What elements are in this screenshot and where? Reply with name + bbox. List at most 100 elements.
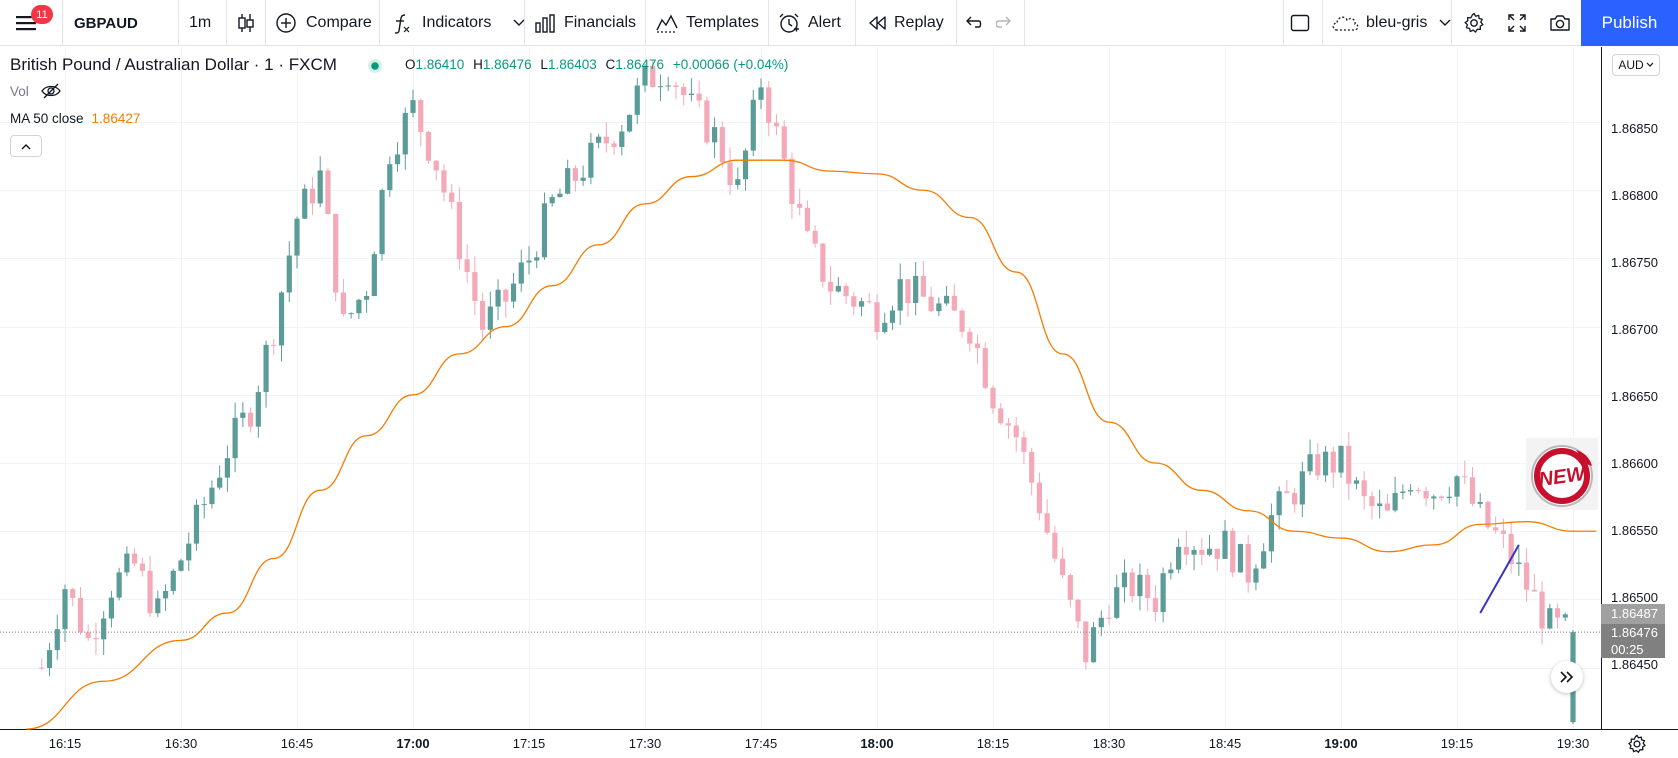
candle-body: [882, 322, 888, 333]
candle-body: [858, 301, 865, 307]
candle-body: [619, 131, 625, 147]
candle-body: [132, 553, 138, 564]
market-open-dot-icon: [368, 59, 382, 73]
symbol-title[interactable]: British Pound / Australian Dollar · 1 · …: [10, 55, 337, 74]
snapshot-button[interactable]: [1548, 0, 1572, 46]
settings-button[interactable]: [1463, 0, 1485, 46]
candle-body: [255, 392, 261, 427]
x-tick: 18:45: [1208, 736, 1242, 751]
ma-legend[interactable]: MA 50 close 1.86427: [10, 111, 140, 126]
fullscreen-layout-button[interactable]: [1289, 0, 1311, 46]
x-tick: 19:30: [1556, 736, 1590, 751]
candle-body: [1013, 425, 1019, 438]
candle-body: [487, 306, 493, 330]
candle-body: [1214, 548, 1220, 559]
candle-body: [905, 279, 911, 303]
candle-body: [495, 289, 501, 307]
candle-body: [897, 279, 903, 311]
candle-body: [325, 170, 331, 214]
candle-body: [1183, 546, 1189, 555]
candle-body: [379, 190, 385, 255]
candle-body: [1516, 562, 1522, 565]
candle-body: [1005, 423, 1012, 426]
candle-body: [1547, 608, 1553, 629]
candle-body: [39, 667, 45, 669]
candle-body: [696, 93, 702, 101]
candle-body: [650, 65, 656, 88]
change-value: +0.00066 (+0.04%): [672, 57, 789, 72]
redo-button[interactable]: [994, 0, 1014, 46]
candle-body: [1067, 575, 1073, 600]
candle-body: [1137, 574, 1143, 597]
new-sticker: NEW: [1526, 438, 1598, 510]
candle-body: [611, 143, 617, 147]
low-value: 1.86403: [547, 57, 597, 72]
volume-legend[interactable]: Vol: [10, 83, 61, 99]
eye-hidden-icon[interactable]: [40, 82, 62, 100]
axis-settings-gear-icon[interactable]: [1627, 734, 1647, 754]
candle-body: [1036, 482, 1042, 514]
chevron-down-icon[interactable]: [513, 19, 525, 27]
redo-icon: [995, 16, 1011, 28]
collapse-legend-button[interactable]: [10, 135, 42, 157]
chart-grid: [0, 47, 1601, 729]
scroll-to-realtime-button[interactable]: [1551, 661, 1583, 693]
candle-body: [944, 295, 950, 304]
chevron-down-icon: [1439, 19, 1451, 26]
candle-body: [1121, 572, 1128, 588]
chart-type-button[interactable]: [235, 0, 257, 46]
undo-button[interactable]: [963, 0, 983, 46]
candle-body: [464, 259, 470, 273]
candle-body: [387, 164, 393, 191]
fullscreen-button[interactable]: [1506, 0, 1528, 46]
candle-body: [1160, 573, 1166, 613]
double-chevron-right-icon: [1560, 671, 1574, 683]
candle-body: [232, 417, 238, 459]
candle-body: [364, 296, 370, 300]
candle-body: [294, 218, 300, 256]
candle-body: [1353, 480, 1360, 484]
currency-select[interactable]: AUD: [1612, 54, 1660, 76]
y-tick: 1.86600: [1611, 456, 1658, 471]
candle-body: [101, 618, 107, 640]
templates-button[interactable]: Templates: [655, 0, 759, 46]
candle-body: [348, 313, 354, 315]
alert-button[interactable]: Alert: [778, 0, 841, 46]
candle-body: [781, 126, 787, 159]
ma-price-label: 1.86487: [1601, 604, 1665, 624]
candle-body: [1075, 599, 1081, 622]
notification-badge: 11: [31, 5, 53, 24]
menu-button[interactable]: [14, 0, 44, 46]
symbol-search[interactable]: GBPAUD: [74, 14, 138, 32]
candle-body: [1237, 544, 1244, 573]
candle-body: [186, 543, 192, 561]
layout-menu[interactable]: bleu-gris: [1330, 0, 1451, 46]
replay-button[interactable]: Replay: [866, 0, 944, 46]
candle-body: [371, 254, 377, 297]
candle-body: [1500, 530, 1506, 534]
publish-button[interactable]: Publish: [1581, 0, 1678, 46]
financials-button[interactable]: Financials: [534, 0, 636, 46]
low-key: L: [540, 57, 548, 72]
y-tick: 1.86500: [1611, 590, 1658, 605]
candle-body: [263, 344, 269, 393]
y-tick: 1.86700: [1611, 322, 1658, 337]
hamburger-menu-icon: [16, 16, 36, 31]
candle-body: [1052, 532, 1058, 559]
candle-body: [596, 136, 602, 143]
interval-button[interactable]: 1m: [189, 14, 212, 31]
candle-body: [719, 127, 725, 163]
candle-body: [1338, 445, 1344, 473]
candle-body: [433, 160, 439, 171]
candle-body: [1098, 617, 1104, 628]
candle-body: [449, 192, 455, 202]
candle-body: [812, 230, 818, 244]
candle-body: [1384, 503, 1390, 511]
plus-circle-icon: [276, 13, 296, 33]
candle-body: [1423, 491, 1429, 499]
compare-button[interactable]: Compare: [275, 0, 372, 46]
indicators-button[interactable]: Indicators: [391, 0, 525, 46]
candle-body: [1299, 471, 1305, 505]
candle-body: [1485, 501, 1491, 528]
